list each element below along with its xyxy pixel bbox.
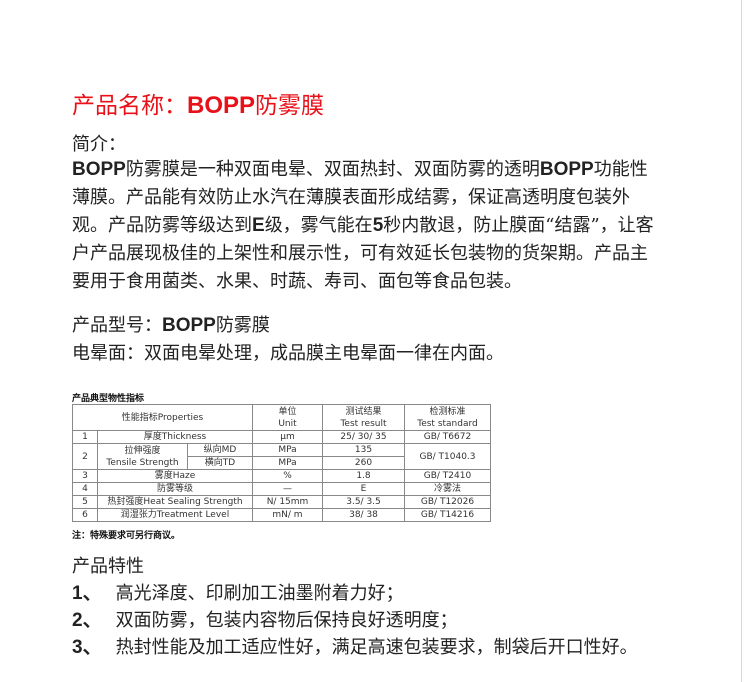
row-number: 6 — [72, 508, 98, 522]
table-note: 注：特殊要求可另行商议。 — [72, 531, 181, 541]
features-heading: 产品特性 — [72, 556, 144, 577]
property: 厚度Thickness — [97, 430, 253, 444]
table-row: 5 热封强度Heat Sealing Strength N/ 15mm 3.5/… — [72, 495, 491, 509]
page-edge-divider — [741, 0, 742, 682]
text-segment: 电晕面：双面电晕处理，成品膜主电晕面一律在内面。 — [72, 343, 504, 364]
property: 防雾等级 — [97, 482, 253, 496]
table-row: 4 防雾等级 — E 冷雾法 — [72, 482, 491, 496]
text-segment: 要用于食用菌类、水果、时蔬、寿司、面包等食品包装。 — [72, 271, 522, 292]
property: 热封强度Heat Sealing Strength — [97, 495, 253, 509]
result: 38/ 38 — [322, 508, 405, 522]
model-section: 产品型号：BOPP防雾膜电晕面：双面电晕处理，成品膜主电晕面一律在内面。 — [72, 312, 504, 368]
unit: N/ 15mm — [252, 495, 323, 509]
row-number: 3 — [72, 469, 98, 483]
feature-item: 2、 双面防雾，包装内容物后保持良好透明度； — [72, 610, 458, 631]
result: 135 — [322, 443, 405, 457]
table-row: 6 润湿张力Treatment Level mN/ m 38/ 38 GB/ T… — [72, 508, 491, 522]
property: 雾度Haze — [97, 469, 253, 483]
feature-item: 3、 热封性能及加工适应性好，满足高速包装要求，制袋后开口性好。 — [72, 637, 638, 658]
features-list: 1、 高光泽度、印刷加工油墨附着力好； 2、 双面防雾，包装内容物后保持良好透明度；… — [72, 580, 638, 661]
result: 1.8 — [322, 469, 405, 483]
standard: GB/ T6672 — [404, 430, 491, 444]
text-line: 薄膜。产品能有效防止水汽在薄膜表面形成结雾，保证高透明度包装外 — [72, 184, 654, 212]
header-standard: 检测标准 Test standard — [404, 404, 491, 431]
table-header-row: 性能指标Properties 单位 Unit 测试结果 Test result 检测… — [72, 404, 491, 431]
header-properties: 性能指标Properties — [72, 404, 253, 431]
intro-label: 简介： — [72, 134, 126, 155]
unit: % — [252, 469, 323, 483]
standard: GB/ T12026 — [404, 495, 491, 509]
bold-segment: BOPP — [539, 159, 594, 180]
text-line: 产品型号：BOPP防雾膜 — [72, 312, 504, 340]
standard: GB/ T14216 — [404, 508, 491, 522]
result: 260 — [322, 456, 405, 470]
table-title: 产品典型物性指标 — [72, 394, 145, 404]
text-line: 户产品展现极佳的上架性和展示性，可有效延长包装物的货架期。产品主 — [72, 240, 654, 268]
unit: MPa — [252, 456, 323, 470]
table-row: 横向TD MPa 260 — [73, 456, 491, 470]
result: 3.5/ 3.5 — [322, 495, 405, 509]
header-result: 测试结果 Test result — [322, 404, 405, 431]
bold-segment: BOPP — [72, 159, 126, 180]
row-number: 4 — [72, 482, 98, 496]
text-segment: 功能性 — [593, 159, 648, 180]
header-unit: 单位 Unit — [252, 404, 323, 431]
text-segment: 观。产品防雾等级达到 — [72, 215, 252, 236]
intro-paragraph: BOPP防雾膜是一种双面电晕、双面热封、双面防雾的透明BOPP功能性 薄膜。产品能… — [72, 156, 654, 296]
text-line: 观。产品防雾等级达到E级，雾气能在5秒内散退，防止膜面“结露”，让客 — [72, 212, 654, 240]
title-bold: BOPP — [187, 92, 256, 119]
bold-segment: 5 — [372, 215, 384, 236]
sub-property-md: 纵向MD — [187, 443, 253, 457]
unit: MPa — [252, 443, 323, 457]
text-line: 要用于食用菌类、水果、时蔬、寿司、面包等食品包装。 — [72, 268, 654, 296]
unit: mN/ m — [252, 508, 323, 522]
title-prefix: 产品名称： — [72, 93, 187, 119]
result: E — [322, 482, 405, 496]
text-line: 电晕面：双面电晕处理，成品膜主电晕面一律在内面。 — [72, 340, 504, 368]
property: 润湿张力Treatment Level — [97, 508, 253, 522]
product-name-heading: 产品名称：BOPP防雾膜 — [72, 86, 324, 120]
table-row: 3 雾度Haze % 1.8 GB/ T2410 — [72, 469, 491, 483]
bold-segment: E — [252, 215, 265, 236]
result: 25/ 30/ 35 — [322, 430, 405, 444]
row-number: 1 — [72, 430, 98, 444]
sub-property-td: 横向TD — [187, 456, 253, 470]
text-segment: 防雾膜 — [215, 315, 270, 336]
text-segment: 秒内散退，防止膜面“结露”，让客 — [383, 215, 654, 236]
standard: GB/ T1040.3 — [404, 443, 491, 470]
unit: — — [252, 482, 323, 496]
row-number: 5 — [72, 495, 98, 509]
bold-segment: BOPP — [162, 315, 216, 336]
property: 拉伸强度 Tensile Strength — [97, 443, 188, 470]
text-segment: 防雾膜是一种双面电晕、双面热封、双面防雾的透明 — [125, 159, 540, 180]
unit: μm — [252, 430, 323, 444]
text-line: BOPP防雾膜是一种双面电晕、双面热封、双面防雾的透明BOPP功能性 — [72, 156, 654, 184]
text-segment: 级，雾气能在 — [264, 215, 373, 236]
title-suffix: 防雾膜 — [255, 93, 325, 119]
table-row: 1 厚度Thickness μm 25/ 30/ 35 GB/ T6672 — [72, 430, 491, 444]
row-number: 2 — [72, 443, 98, 470]
text-segment: 产品型号： — [72, 315, 162, 336]
properties-table: 性能指标Properties 单位 Unit 测试结果 Test result 检测… — [72, 404, 491, 522]
table-row: 2 拉伸强度 Tensile Strength 纵向MD MPa 135 GB/ … — [72, 443, 491, 470]
standard: GB/ T2410 — [404, 469, 491, 483]
text-segment: 户产品展现极佳的上架性和展示性，可有效延长包装物的货架期。产品主 — [72, 243, 648, 264]
feature-item: 1、 高光泽度、印刷加工油墨附着力好； — [72, 583, 404, 604]
text-segment: 薄膜。产品能有效防止水汽在薄膜表面形成结雾，保证高透明度包装外 — [72, 187, 630, 208]
standard: 冷雾法 — [404, 482, 491, 496]
